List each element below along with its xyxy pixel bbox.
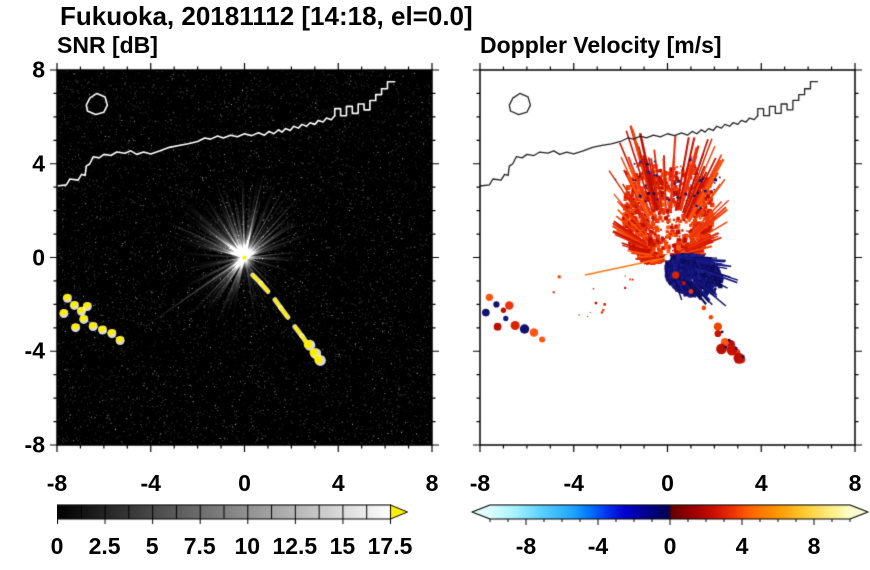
doppler-x-tick-label: -8 <box>469 470 491 496</box>
doppler-colorbar <box>470 504 870 528</box>
snr-panel-title: SNR [dB] <box>57 32 158 58</box>
snr-colorbar-tick-label: 5 <box>145 533 159 559</box>
snr-x-tick-label: -4 <box>140 470 161 496</box>
snr-y-tick-label: -4 <box>24 337 45 364</box>
snr-y-tick-label: 4 <box>32 150 45 177</box>
doppler-panel-title: Doppler Velocity [m/s] <box>480 32 722 58</box>
snr-y-tick-label: -8 <box>24 431 45 458</box>
doppler-x-tick-label: 4 <box>754 470 768 496</box>
snr-colorbar-tick-label: 12.5 <box>272 533 318 559</box>
snr-colorbar <box>57 504 427 528</box>
snr-x-tick-label: -8 <box>46 470 68 496</box>
doppler-x-tick-label: 8 <box>848 470 862 496</box>
snr-colorbar-tick-label: 15 <box>329 533 356 559</box>
figure-title: Fukuoka, 20181112 [14:18, el=0.0] <box>60 1 473 31</box>
doppler-colorbar-tick-label: 0 <box>663 533 677 559</box>
snr-x-tick-label: 8 <box>425 470 439 496</box>
snr-colorbar-tick-label: 2.5 <box>88 533 121 559</box>
snr-x-tick-label: 0 <box>238 470 251 496</box>
snr-y-tick-label: 8 <box>32 56 45 83</box>
snr-x-tick-label: 4 <box>331 470 345 496</box>
doppler-colorbar-tick-label: -8 <box>515 533 537 559</box>
doppler-colorbar-tick-label: 4 <box>735 533 749 559</box>
snr-radar-plot <box>45 58 444 457</box>
snr-colorbar-tick-label: 0 <box>50 533 64 559</box>
doppler-x-tick-label: -4 <box>563 470 584 496</box>
doppler-colorbar-tick-label: 8 <box>807 533 821 559</box>
snr-colorbar-tick-label: 10 <box>234 533 261 559</box>
snr-y-tick-label: 0 <box>32 244 45 270</box>
doppler-colorbar-tick-label: -4 <box>587 533 609 559</box>
doppler-radar-plot <box>468 58 867 457</box>
snr-colorbar-tick-label: 7.5 <box>183 533 216 559</box>
doppler-x-tick-label: 0 <box>661 470 674 496</box>
snr-colorbar-tick-label: 17.5 <box>367 533 413 559</box>
